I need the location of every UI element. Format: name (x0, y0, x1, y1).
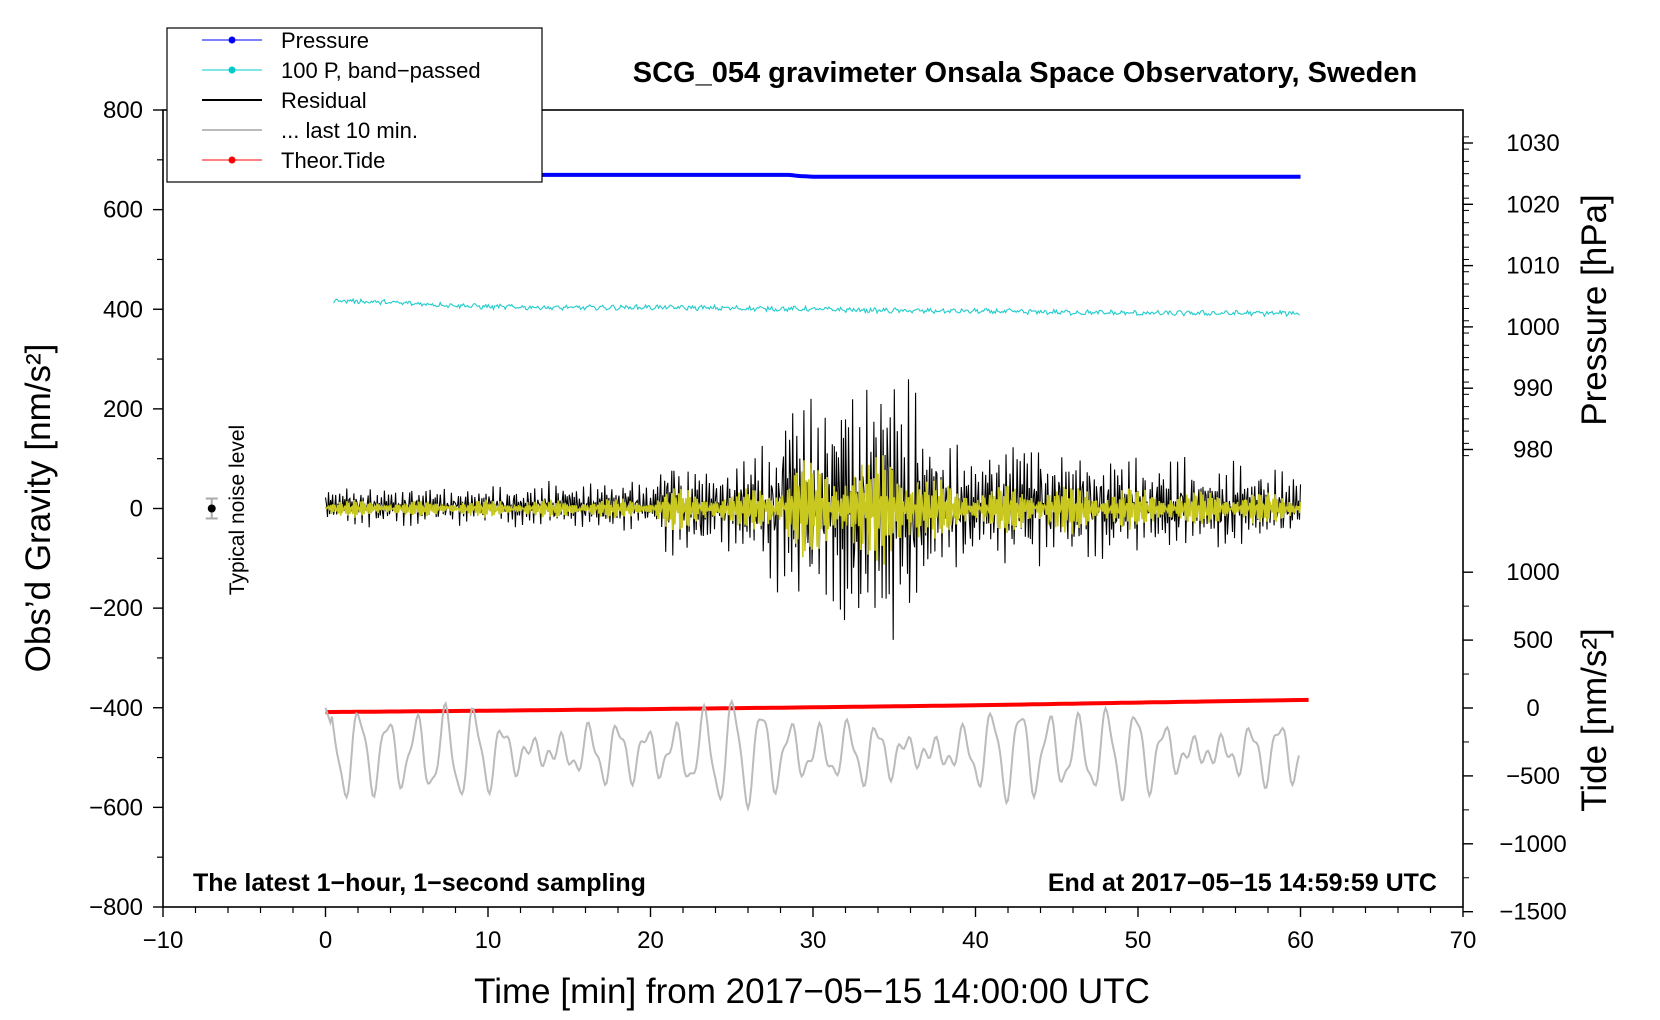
y-tick-label: 600 (103, 197, 143, 224)
x-tick-label: 10 (475, 927, 502, 954)
tide-tick-label: 1000 (1506, 559, 1559, 586)
pressure-tick-label: 1000 (1506, 314, 1559, 341)
x-tick-label: 70 (1450, 927, 1477, 954)
theoretical-tide-line (325, 697, 1309, 715)
tide-tick-label: −1500 (1499, 899, 1566, 926)
legend: Pressure 100 P, band−passed Residual ...… (166, 27, 543, 183)
band-passed-pressure-line (333, 297, 1300, 318)
y-tick-label: −800 (89, 894, 143, 921)
legend-item-band-passed: 100 P, band−passed (202, 58, 481, 83)
legend-label: 100 P, band−passed (281, 58, 481, 83)
chart-title: SCG_054 gravimeter Onsala Space Observat… (633, 57, 1417, 89)
x-tick-label: 0 (319, 927, 332, 954)
pressure-tick-label: 1010 (1506, 253, 1559, 280)
x-tick-label: 40 (962, 927, 989, 954)
axes-layer: −10 0 10 20 30 40 50 60 708006004002000−200−400−… (89, 97, 1567, 954)
tide-tick-label: −500 (1506, 763, 1560, 790)
pressure-tick-label: 1020 (1506, 191, 1559, 218)
x-tick-label: 60 (1287, 927, 1314, 954)
y-tick-label: 0 (130, 496, 143, 523)
y-tick-label: 200 (103, 396, 143, 423)
pressure-tick-label: 990 (1513, 375, 1553, 402)
y-axis-title-tide: Tide [nm/s²] (1575, 628, 1614, 811)
x-tick-label: 20 (637, 927, 664, 954)
tide-tick-label: 500 (1513, 627, 1553, 654)
y-tick-label: 800 (103, 97, 143, 124)
pressure-tick-label: 980 (1513, 437, 1553, 464)
y-tick-label: −400 (89, 695, 143, 722)
sampling-note: The latest 1−hour, 1−second sampling (193, 869, 646, 897)
legend-item-residual: Residual (202, 88, 367, 113)
legend-label: Residual (281, 88, 367, 113)
noise-level-label: Typical noise level (226, 425, 249, 595)
legend-item-theor-tide: Theor.Tide (202, 148, 385, 173)
legend-label: Theor.Tide (281, 148, 385, 173)
legend-label: Pressure (281, 28, 369, 53)
pressure-tick-label: 1030 (1506, 130, 1559, 157)
tide-tick-label: −1000 (1499, 831, 1566, 858)
legend-item-last-10-min: ... last 10 min. (202, 118, 418, 143)
legend-item-pressure: Pressure (202, 28, 369, 53)
y-axis-title-pressure: Pressure [hPa] (1575, 194, 1614, 426)
x-tick-label: 50 (1125, 927, 1152, 954)
last-10-min-line (324, 698, 1300, 812)
y-axis-title-left: Obs’d Gravity [nm/s²] (19, 344, 58, 673)
end-time-note: End at 2017−05−15 14:59:59 UTC (1048, 869, 1437, 897)
y-tick-label: −200 (89, 595, 143, 622)
y-tick-label: −600 (89, 794, 143, 821)
y-tick-label: 400 (103, 296, 143, 323)
residual-filtered-line (324, 455, 1302, 565)
tide-tick-label: 0 (1526, 695, 1539, 722)
x-tick-label: −10 (143, 927, 184, 954)
legend-label: ... last 10 min. (281, 118, 418, 143)
x-tick-label: 30 (800, 927, 827, 954)
noise-marker-point (207, 504, 216, 513)
x-axis-title: Time [min] from 2017−05−15 14:00:00 UTC (474, 972, 1150, 1011)
